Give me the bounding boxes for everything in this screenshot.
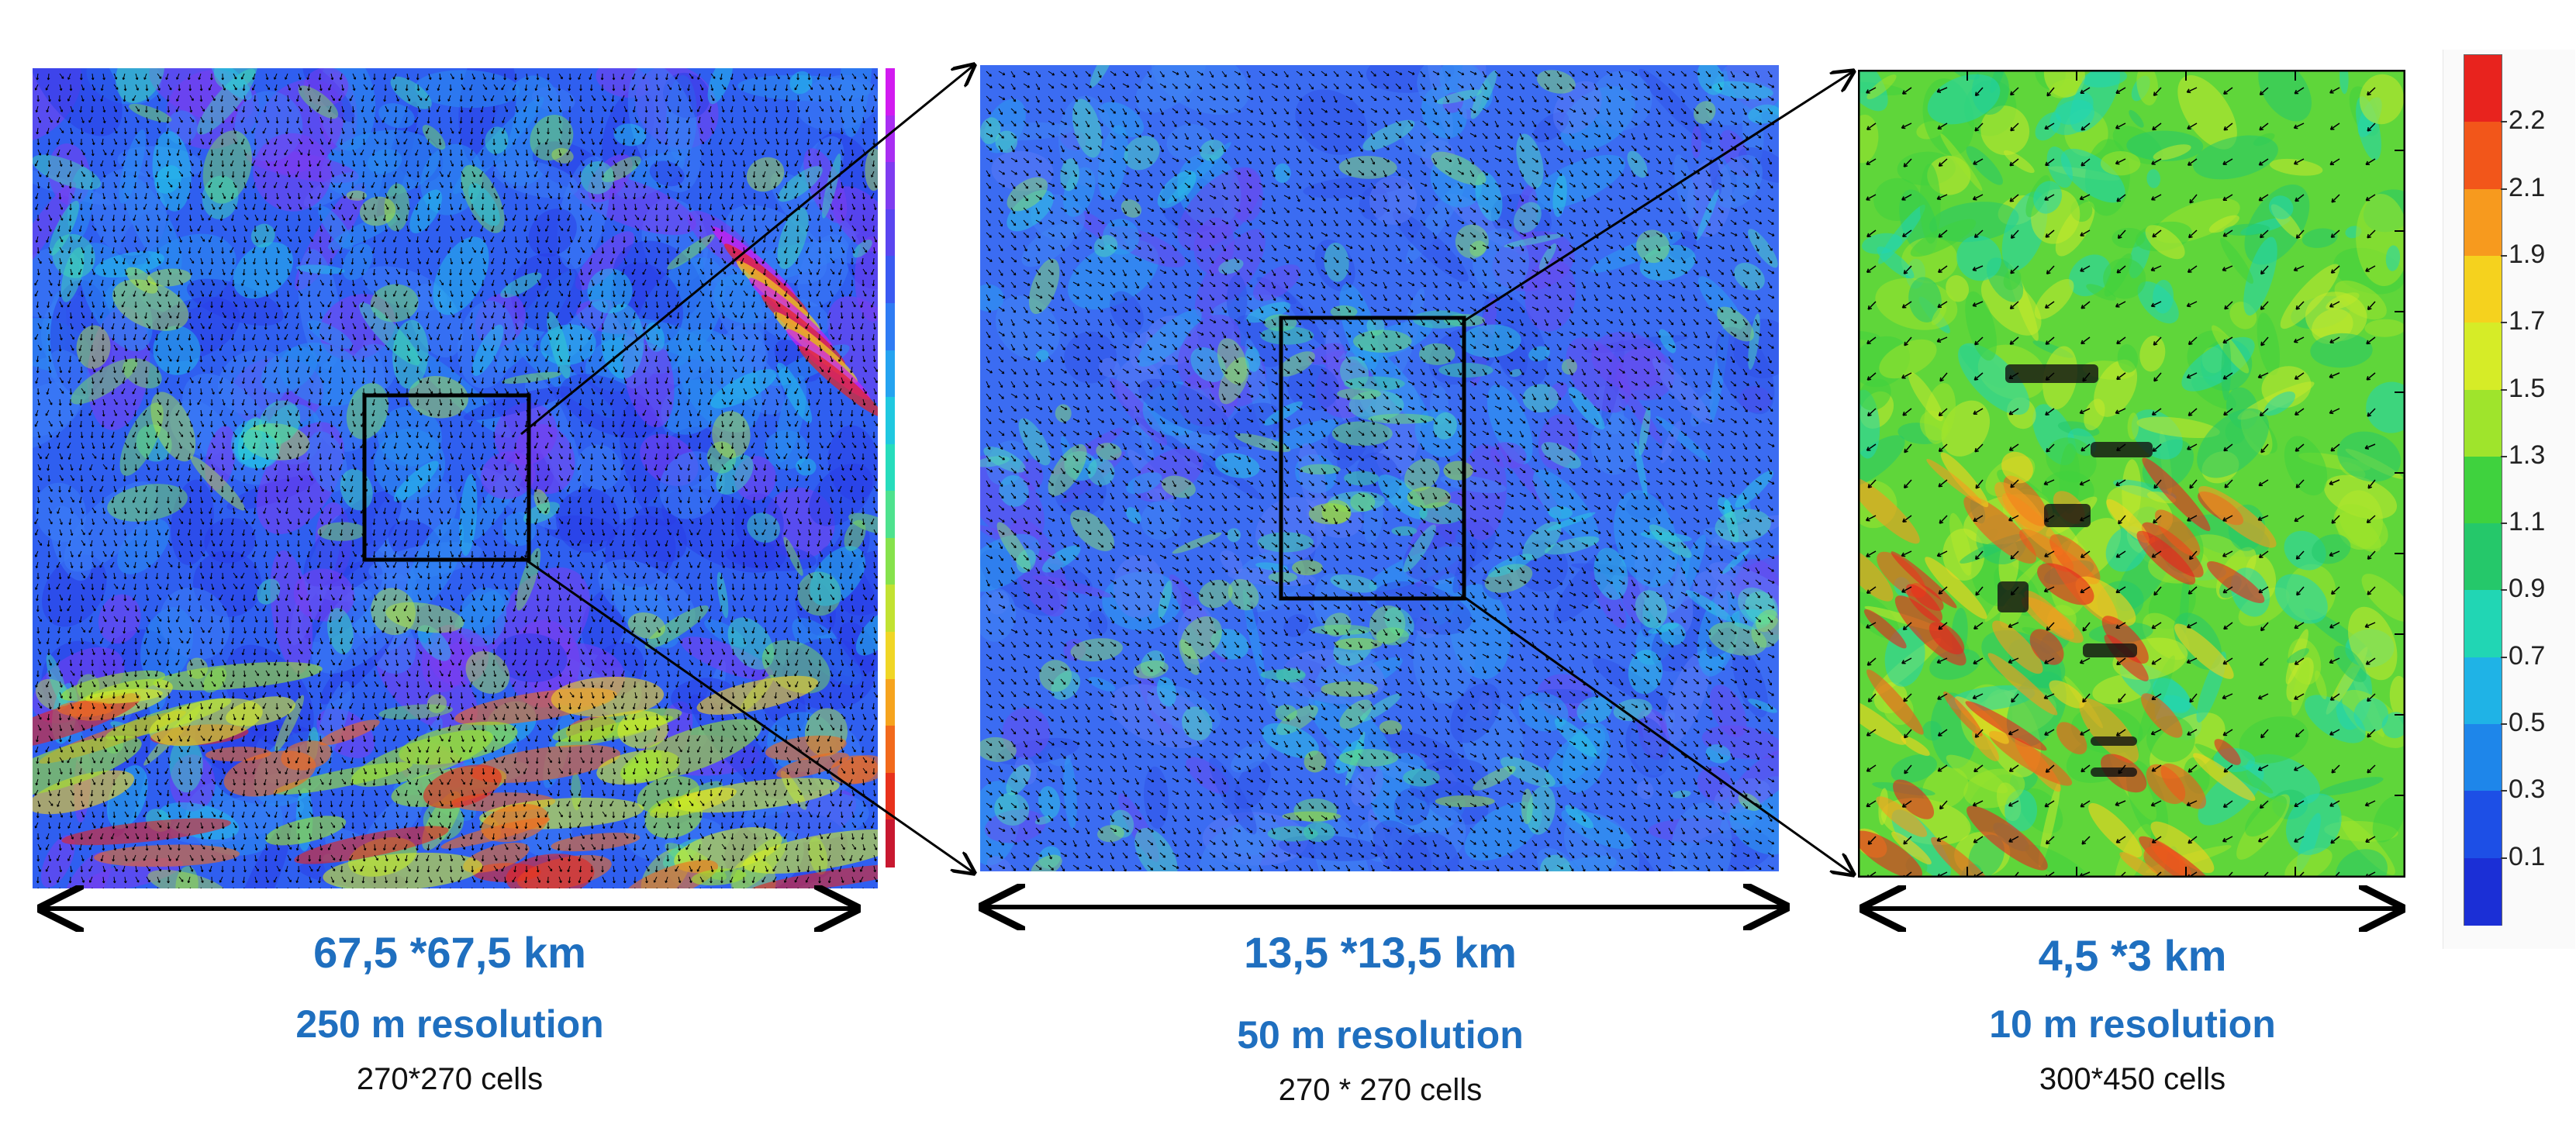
colorbar-label: 0.1 bbox=[2509, 841, 2546, 871]
colorbar-segment bbox=[2464, 122, 2502, 190]
panel-2-cells: 270 * 270 cells bbox=[1278, 1073, 1483, 1107]
intermediate-wind-map bbox=[980, 65, 1779, 871]
colorbar-label: 0.5 bbox=[2509, 708, 2546, 738]
regional-wind-map bbox=[33, 68, 878, 888]
regional-colorbar-segment bbox=[886, 491, 895, 539]
colorbar-segment bbox=[2464, 456, 2502, 525]
regional-colorbar-segment bbox=[886, 726, 895, 774]
colorbar-segment bbox=[2464, 255, 2502, 324]
colorbar-label: 1.3 bbox=[2509, 440, 2546, 470]
colorbar-segment bbox=[2464, 188, 2502, 257]
colorbar-segment bbox=[2464, 55, 2502, 123]
colorbar-strip bbox=[2464, 54, 2502, 926]
colorbar-segment bbox=[2464, 857, 2502, 926]
panel-3-cells: 300*450 cells bbox=[2039, 1062, 2226, 1096]
colorbar-tick bbox=[2501, 723, 2507, 726]
regional-colorbar-segment bbox=[886, 162, 895, 210]
regional-colorbar-segment bbox=[886, 397, 895, 445]
regional-colorbar-segment bbox=[886, 537, 895, 586]
colorbar-label: 0.7 bbox=[2509, 640, 2546, 671]
colorbar-segment bbox=[2464, 323, 2502, 391]
colorbar-tick bbox=[2501, 857, 2507, 859]
colorbar-tick bbox=[2501, 656, 2507, 658]
colorbar-label: 2.2 bbox=[2509, 105, 2546, 136]
colorbar-tick bbox=[2501, 254, 2507, 257]
local-wind-map-panel bbox=[1858, 70, 2405, 878]
colorbar-segment bbox=[2464, 724, 2502, 792]
colorbar-label: 0.9 bbox=[2509, 574, 2546, 604]
colorbar-label: 1.9 bbox=[2509, 239, 2546, 269]
colorbar-tick bbox=[2501, 790, 2507, 792]
panel-1-cells: 270*270 cells bbox=[356, 1062, 544, 1096]
panel-1-resolution: 250 m resolution bbox=[295, 1002, 604, 1046]
regional-colorbar-segment bbox=[886, 819, 895, 867]
panel-3-extent: 4,5 *3 km bbox=[2038, 931, 2227, 980]
colorbar-tick bbox=[2501, 388, 2507, 391]
regional-colorbar-segment bbox=[886, 585, 895, 633]
colorbar-label: 1.7 bbox=[2509, 306, 2546, 336]
colorbar-tick bbox=[2501, 589, 2507, 592]
colorbar-segment bbox=[2464, 657, 2502, 726]
regional-colorbar-segment bbox=[886, 209, 895, 257]
colorbar-label: 1.1 bbox=[2509, 507, 2546, 537]
regional-colorbar-segment bbox=[886, 256, 895, 304]
regional-colorbar-segment bbox=[886, 115, 895, 164]
local-wind-map bbox=[1858, 70, 2405, 878]
colorbar-segment bbox=[2464, 389, 2502, 457]
panel-1-extent: 67,5 *67,5 km bbox=[313, 928, 586, 977]
colorbar-segment bbox=[2464, 590, 2502, 658]
colorbar-label: 2.1 bbox=[2509, 172, 2546, 202]
regional-colorbar-segment bbox=[886, 350, 895, 398]
panel-2-resolution: 50 m resolution bbox=[1237, 1013, 1524, 1057]
colorbar-tick bbox=[2501, 188, 2507, 190]
panel-3-resolution: 10 m resolution bbox=[1989, 1002, 2276, 1046]
regional-colorbar-segment bbox=[886, 68, 895, 116]
wind-speed-colorbar: 2.2 2.1 1.9 1.7 1.5 1.3 1.1 0.9 0.7 0.5 0.3 0.1 bbox=[2443, 50, 2575, 949]
colorbar-tick bbox=[2501, 322, 2507, 324]
colorbar-segment bbox=[2464, 791, 2502, 859]
colorbar-tick bbox=[2501, 121, 2507, 123]
colorbar-tick bbox=[2501, 523, 2507, 525]
colorbar-label: 1.5 bbox=[2509, 373, 2546, 403]
regional-colorbar bbox=[882, 68, 937, 874]
regional-colorbar-segment bbox=[886, 443, 895, 492]
regional-colorbar-segment bbox=[886, 632, 895, 680]
regional-colorbar-segment bbox=[886, 772, 895, 821]
regional-colorbar-segment bbox=[886, 678, 895, 727]
panel-2-extent: 13,5 *13,5 km bbox=[1244, 928, 1517, 977]
colorbar-segment bbox=[2464, 523, 2502, 592]
regional-wind-map-panel bbox=[33, 68, 878, 888]
intermediate-wind-map-panel bbox=[980, 65, 1779, 871]
regional-colorbar-segment bbox=[886, 302, 895, 351]
colorbar-tick bbox=[2501, 455, 2507, 457]
colorbar-label: 0.3 bbox=[2509, 774, 2546, 805]
